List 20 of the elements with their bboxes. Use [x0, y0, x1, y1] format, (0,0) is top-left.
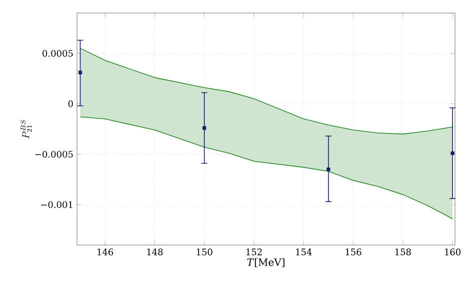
line-series [80, 116, 453, 220]
x-tick-label: 154 [296, 248, 312, 256]
x-tick-label: 158 [395, 248, 411, 256]
point [202, 126, 206, 130]
x-tick-label: 148 [147, 248, 163, 256]
point [450, 151, 454, 156]
x-tick-label: 156 [346, 248, 362, 256]
y-tick-label: −0.001 [41, 201, 72, 208]
y-tick-label: 0 [68, 100, 73, 108]
line-series [80, 48, 453, 134]
point [326, 168, 330, 172]
x-tick-label: 150 [196, 248, 212, 256]
point [78, 70, 82, 74]
x-tick-label: 160 [445, 248, 461, 256]
y-tick-label: −0.0005 [35, 150, 73, 158]
y-tick-label: 0.0005 [42, 50, 73, 57]
y-axis-title: $P_{21}^{BS}$ [20, 120, 32, 139]
x-tick-label: 146 [98, 248, 114, 256]
x-tick-label: 152 [246, 248, 262, 256]
x-axis-title: T[MeV] [247, 258, 284, 268]
